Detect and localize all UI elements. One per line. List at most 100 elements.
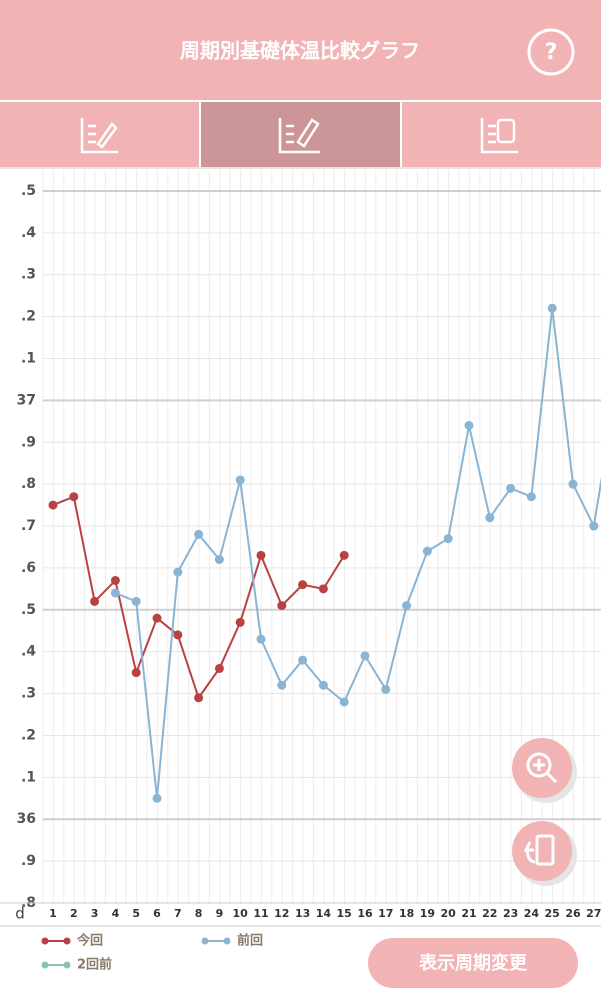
data-point	[173, 567, 183, 577]
data-point	[110, 575, 120, 585]
data-point	[589, 521, 599, 531]
x-tick-label: 4	[112, 907, 120, 920]
x-tick-label: 22	[482, 907, 497, 920]
data-point	[48, 500, 58, 510]
data-point	[422, 546, 432, 556]
x-axis-label: d	[15, 905, 25, 923]
header	[0, 0, 601, 100]
data-point	[152, 613, 162, 623]
x-tick-label: 26	[565, 907, 581, 920]
legend-dot	[63, 937, 71, 945]
data-point	[277, 601, 287, 611]
x-tick-label: 24	[524, 907, 540, 920]
x-tick-label: 14	[316, 907, 332, 920]
data-point	[464, 421, 474, 431]
y-tick-label: .4	[21, 644, 36, 660]
data-point	[69, 492, 79, 502]
x-tick-label: 17	[378, 907, 393, 920]
x-tick-label: 25	[545, 907, 560, 920]
y-tick-label: .4	[21, 225, 36, 241]
zoom-icon[interactable]	[526, 752, 558, 784]
legend-dot	[223, 937, 231, 945]
data-point	[131, 668, 141, 678]
data-point	[318, 680, 328, 690]
x-tick-label: 6	[153, 907, 161, 920]
data-point	[110, 588, 120, 598]
data-point	[318, 584, 328, 594]
data-point	[235, 617, 245, 627]
rotate-button[interactable]	[512, 821, 572, 881]
data-point	[194, 529, 204, 539]
data-point	[339, 550, 349, 560]
x-tick-label: 12	[274, 907, 289, 920]
data-point	[235, 475, 245, 485]
x-tick-label: 13	[295, 907, 310, 920]
tab-icon-3[interactable]	[480, 118, 518, 154]
y-tick-label: .5	[21, 183, 36, 199]
data-point	[339, 697, 349, 707]
x-tick-label: 16	[357, 907, 373, 920]
data-point	[131, 596, 141, 606]
data-point	[298, 580, 308, 590]
zoom-button[interactable]	[512, 738, 572, 798]
data-point	[214, 555, 224, 565]
legend-label: 今回	[76, 933, 103, 949]
rotate-icon[interactable]	[523, 834, 555, 866]
change-period-button[interactable]	[368, 938, 578, 988]
header-title: 周期別基礎体温比較グラフ	[180, 39, 420, 63]
data-point	[152, 793, 162, 803]
y-tick-label: .3	[21, 686, 36, 702]
tab-icon-1[interactable]	[80, 118, 118, 154]
y-tick-label: .5	[21, 602, 36, 618]
data-point	[360, 651, 370, 661]
x-tick-label: 20	[441, 907, 457, 920]
data-point	[485, 513, 495, 523]
x-tick-label: 19	[420, 907, 435, 920]
y-tick-label: 36	[17, 811, 36, 827]
data-point	[214, 663, 224, 673]
legend: 今回 前回 2回前	[41, 933, 263, 973]
y-tick-label: .2	[21, 727, 36, 743]
x-tick-label: 8	[195, 907, 203, 920]
x-tick-label: 27	[586, 907, 601, 920]
x-tick-label: 10	[233, 907, 249, 920]
y-tick-label: .9	[21, 434, 36, 450]
tab-icon-2[interactable]	[278, 118, 320, 154]
x-tick-label: 3	[91, 907, 99, 920]
x-tick-label: 21	[461, 907, 476, 920]
legend-dot	[41, 937, 49, 945]
data-point	[526, 492, 536, 502]
data-point	[298, 655, 308, 665]
y-tick-label: 37	[17, 392, 36, 408]
data-point	[173, 630, 183, 640]
y-tick-label: .2	[21, 309, 36, 325]
x-tick-label: 18	[399, 907, 414, 920]
x-tick-label: 9	[216, 907, 224, 920]
y-tick-label: .1	[21, 769, 36, 785]
button-label[interactable]: 表示周期変更	[419, 952, 528, 974]
y-tick-label: .6	[21, 560, 36, 576]
chart: .5.4.3.2.137.9.8.7.6.5.4.3.2.136.9.8d 1 2 3…	[0, 170, 601, 923]
data-point	[381, 684, 391, 694]
x-tick-label: 2	[70, 907, 78, 920]
legend-dot	[41, 961, 49, 969]
legend-label: 2回前	[77, 957, 112, 973]
help-button[interactable]	[527, 28, 575, 76]
data-point	[568, 479, 578, 489]
x-tick-label: 15	[337, 907, 352, 920]
data-point	[443, 534, 453, 544]
data-point	[402, 601, 412, 611]
x-tick-label: 1	[49, 907, 57, 920]
y-tick-label: .1	[21, 350, 36, 366]
data-point	[506, 483, 516, 493]
x-tick-label: 7	[174, 907, 182, 920]
data-point	[90, 596, 100, 606]
legend-dot	[201, 937, 209, 945]
data-point	[194, 693, 204, 703]
y-tick-label: .9	[21, 853, 36, 869]
legend-dot	[63, 961, 71, 969]
legend-label: 前回	[237, 933, 263, 949]
tab-active[interactable]	[201, 102, 401, 167]
data-point	[256, 550, 266, 560]
help-icon[interactable]: ?	[545, 40, 558, 65]
